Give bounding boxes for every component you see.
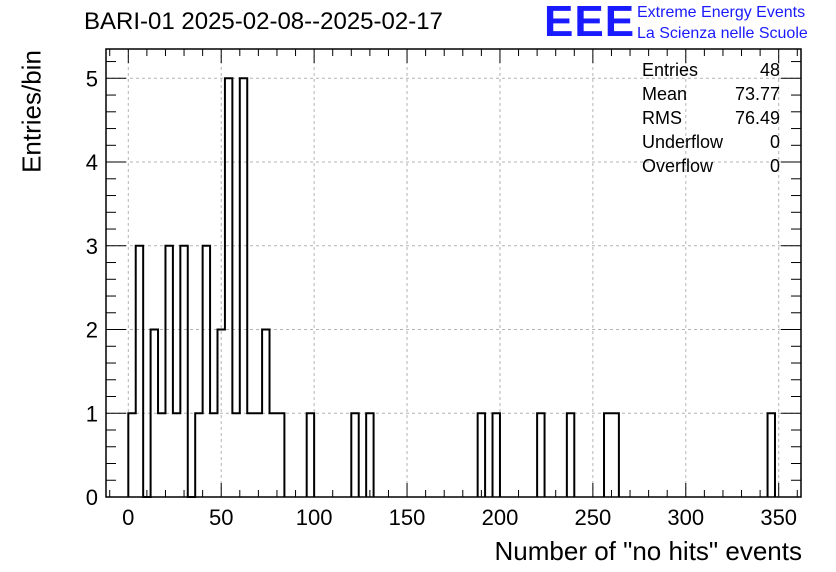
histogram-bin: [151, 330, 158, 497]
x-tick-label: 350: [760, 505, 797, 530]
histogram-bin: [180, 246, 187, 497]
x-axis-label: Number of "no hits" events: [494, 536, 803, 566]
y-tick-label: 3: [86, 234, 98, 259]
plot-frame: [105, 48, 802, 498]
y-tick-label: 5: [86, 66, 98, 91]
histogram-bin: [277, 413, 284, 497]
histogram-bin: [611, 413, 618, 497]
x-tick-label: 150: [389, 505, 426, 530]
logo-line-1: Extreme Energy Events: [637, 4, 806, 21]
logo-line-2: La Scienza nelle Scuole: [637, 25, 808, 42]
histogram-bin: [173, 413, 180, 497]
histogram-bin: [225, 78, 232, 497]
x-tick-label: 0: [122, 505, 134, 530]
histogram-bin: [158, 413, 165, 497]
stats-value: 0: [769, 156, 780, 176]
histogram-bin: [255, 413, 262, 497]
chart-title: BARI-01 2025-02-08--2025-02-17: [84, 8, 443, 35]
histogram-bin: [493, 413, 500, 497]
stats-value: 76.49: [734, 108, 780, 128]
x-tick-label: 100: [296, 505, 333, 530]
stats-value: 48: [759, 60, 780, 80]
eee-logo: EEE: [544, 0, 636, 46]
y-tick-label: 1: [86, 401, 98, 426]
histogram-series: [127, 77, 776, 498]
histogram-bin: [366, 413, 373, 497]
histogram-bin: [307, 413, 314, 497]
histogram-bin: [195, 413, 202, 497]
stats-value: 73.77: [734, 84, 780, 104]
histogram-bin: [478, 413, 485, 497]
histogram-bin: [270, 413, 277, 497]
histogram-bin: [217, 330, 224, 497]
y-tick-label: 4: [86, 150, 98, 175]
x-tick-label: 50: [209, 505, 233, 530]
histogram-bin: [165, 246, 172, 497]
y-tick-label: 0: [86, 485, 98, 510]
histogram-bin: [203, 246, 210, 497]
histogram-bin: [262, 330, 269, 497]
histogram-bin: [567, 413, 574, 497]
histogram-bin: [604, 413, 611, 497]
histogram-bin: [210, 413, 217, 497]
y-tick-label: 2: [86, 318, 98, 343]
stats-row-entries: Entries 48: [642, 58, 780, 82]
stats-row-underflow: Underflow 0: [642, 130, 780, 154]
x-tick-label: 300: [667, 505, 704, 530]
stats-label: Mean: [642, 84, 688, 104]
histogram-bin: [136, 246, 143, 497]
histogram-bin: [240, 78, 247, 497]
stats-box: Entries 48 Mean 73.77 RMS 76.49 Underflo…: [642, 58, 780, 178]
stats-row-mean: Mean 73.77: [642, 82, 780, 106]
stats-label: Overflow: [642, 156, 714, 176]
stats-label: RMS: [642, 108, 682, 128]
histogram-bin: [768, 413, 775, 497]
y-axis-label: Entries/bin: [16, 50, 47, 173]
x-tick-label: 200: [482, 505, 519, 530]
stats-value: 0: [769, 132, 780, 152]
stats-row-overflow: Overflow 0: [642, 154, 780, 178]
stats-row-rms: RMS 76.49: [642, 106, 780, 130]
histogram-bin: [351, 413, 358, 497]
histogram-bin: [537, 413, 544, 497]
histogram-bin: [247, 413, 254, 497]
stats-label: Underflow: [642, 132, 724, 152]
x-tick-label: 250: [575, 505, 612, 530]
histogram-bin: [128, 413, 135, 497]
histogram-bin: [232, 413, 239, 497]
stats-label: Entries: [642, 60, 699, 80]
